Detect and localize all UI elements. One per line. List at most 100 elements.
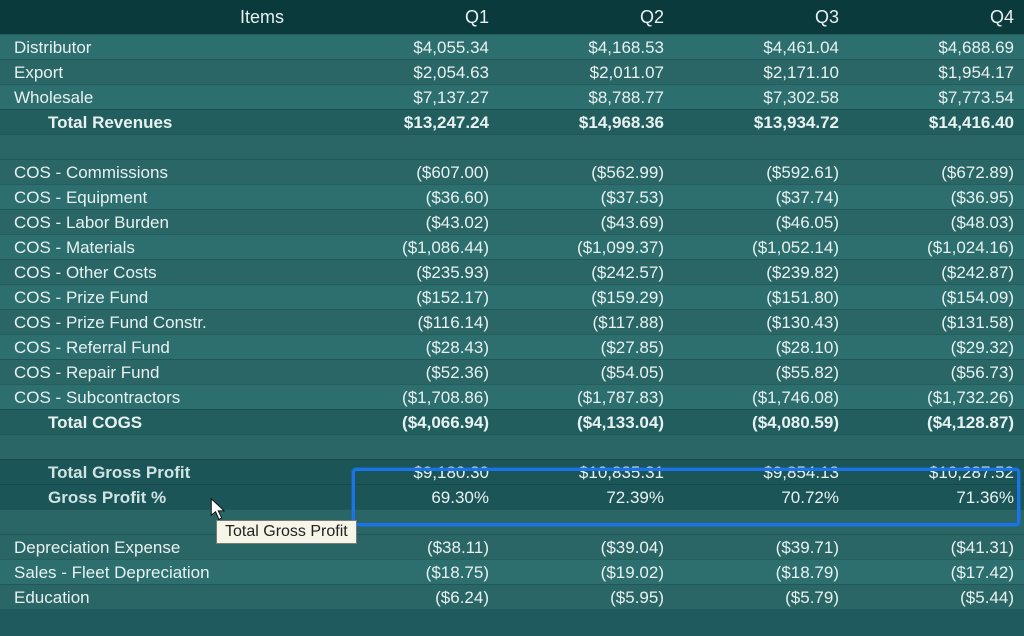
row-value[interactable]: ($37.74) xyxy=(674,184,849,209)
row-value[interactable]: ($4,128.87) xyxy=(849,409,1024,434)
column-header[interactable]: Items xyxy=(0,0,324,34)
row-value[interactable]: ($39.04) xyxy=(499,534,674,559)
row-value[interactable]: ($151.80) xyxy=(674,284,849,309)
row-value[interactable]: ($18.75) xyxy=(324,559,499,584)
row-value[interactable]: ($130.43) xyxy=(674,309,849,334)
row-label[interactable]: Total COGS xyxy=(0,409,324,434)
row-value[interactable]: 70.72% xyxy=(674,484,849,509)
row-value[interactable]: $14,416.40 xyxy=(849,109,1024,134)
row-value[interactable]: ($592.61) xyxy=(674,159,849,184)
row-value[interactable]: ($55.82) xyxy=(674,359,849,384)
row-value[interactable]: ($36.60) xyxy=(324,184,499,209)
row-value[interactable]: ($4,066.94) xyxy=(324,409,499,434)
row-label[interactable]: COS - Materials xyxy=(0,234,324,259)
row-value[interactable]: ($1,732.26) xyxy=(849,384,1024,409)
row-label[interactable]: COS - Commissions xyxy=(0,159,324,184)
row-value[interactable]: $9,180.30 xyxy=(324,459,499,484)
row-value[interactable]: ($5.44) xyxy=(849,584,1024,609)
row-value[interactable]: ($242.57) xyxy=(499,259,674,284)
row-label[interactable]: COS - Equipment xyxy=(0,184,324,209)
row-value[interactable]: ($1,708.86) xyxy=(324,384,499,409)
column-header[interactable]: Q2 xyxy=(499,0,674,34)
row-value[interactable]: ($48.03) xyxy=(849,209,1024,234)
row-value[interactable]: $14,968.36 xyxy=(499,109,674,134)
row-value[interactable]: ($43.69) xyxy=(499,209,674,234)
row-value[interactable]: ($131.58) xyxy=(849,309,1024,334)
row-value[interactable]: ($37.53) xyxy=(499,184,674,209)
row-value[interactable]: ($1,052.14) xyxy=(674,234,849,259)
row-value[interactable]: $2,011.07 xyxy=(499,59,674,84)
row-value[interactable]: ($18.79) xyxy=(674,559,849,584)
row-label[interactable]: COS - Referral Fund xyxy=(0,334,324,359)
row-label[interactable]: Export xyxy=(0,59,324,84)
row-value[interactable]: ($4,080.59) xyxy=(674,409,849,434)
row-value[interactable]: ($56.73) xyxy=(849,359,1024,384)
row-value[interactable]: ($1,787.83) xyxy=(499,384,674,409)
row-value[interactable]: $4,055.34 xyxy=(324,34,499,59)
row-value[interactable]: ($5.95) xyxy=(499,584,674,609)
row-value[interactable]: $13,247.24 xyxy=(324,109,499,134)
row-value[interactable]: ($19.02) xyxy=(499,559,674,584)
row-value[interactable]: 72.39% xyxy=(499,484,674,509)
row-value[interactable]: ($29.32) xyxy=(849,334,1024,359)
row-label[interactable]: Education xyxy=(0,584,324,609)
row-value[interactable]: ($39.71) xyxy=(674,534,849,559)
row-value[interactable]: ($242.87) xyxy=(849,259,1024,284)
row-value[interactable]: 69.30% xyxy=(324,484,499,509)
row-value[interactable]: $9,854.13 xyxy=(674,459,849,484)
row-label[interactable]: COS - Repair Fund xyxy=(0,359,324,384)
row-value[interactable]: $7,302.58 xyxy=(674,84,849,109)
row-value[interactable]: ($17.42) xyxy=(849,559,1024,584)
row-value[interactable]: ($159.29) xyxy=(499,284,674,309)
row-value[interactable]: ($1,746.08) xyxy=(674,384,849,409)
row-value[interactable]: ($6.24) xyxy=(324,584,499,609)
row-value[interactable]: 71.36% xyxy=(849,484,1024,509)
row-value[interactable]: $4,168.53 xyxy=(499,34,674,59)
row-value[interactable]: $2,054.63 xyxy=(324,59,499,84)
row-value[interactable]: $13,934.72 xyxy=(674,109,849,134)
row-value[interactable]: $2,171.10 xyxy=(674,59,849,84)
row-value[interactable]: ($1,086.44) xyxy=(324,234,499,259)
row-label[interactable]: Gross Profit % xyxy=(0,484,324,509)
row-value[interactable]: ($43.02) xyxy=(324,209,499,234)
row-value[interactable]: ($46.05) xyxy=(674,209,849,234)
column-header[interactable]: Q4 xyxy=(849,0,1024,34)
row-value[interactable]: ($52.36) xyxy=(324,359,499,384)
row-value[interactable]: ($5.79) xyxy=(674,584,849,609)
row-value[interactable]: $7,137.27 xyxy=(324,84,499,109)
row-value[interactable]: ($28.10) xyxy=(674,334,849,359)
row-value[interactable]: ($562.99) xyxy=(499,159,674,184)
row-value[interactable]: $4,688.69 xyxy=(849,34,1024,59)
row-value[interactable]: $10,835.31 xyxy=(499,459,674,484)
row-value[interactable]: $1,954.17 xyxy=(849,59,1024,84)
row-label[interactable]: Total Revenues xyxy=(0,109,324,134)
row-value[interactable]: ($116.14) xyxy=(324,309,499,334)
row-label[interactable]: COS - Prize Fund Constr. xyxy=(0,309,324,334)
row-value[interactable]: ($1,024.16) xyxy=(849,234,1024,259)
row-value[interactable]: ($607.00) xyxy=(324,159,499,184)
row-value[interactable]: $10,287.52 xyxy=(849,459,1024,484)
row-value[interactable]: ($28.43) xyxy=(324,334,499,359)
row-label[interactable]: COS - Other Costs xyxy=(0,259,324,284)
row-label[interactable]: COS - Subcontractors xyxy=(0,384,324,409)
row-label[interactable]: Sales - Fleet Depreciation xyxy=(0,559,324,584)
column-header[interactable]: Q1 xyxy=(324,0,499,34)
row-value[interactable]: ($36.95) xyxy=(849,184,1024,209)
row-value[interactable]: ($41.31) xyxy=(849,534,1024,559)
row-value[interactable]: ($672.89) xyxy=(849,159,1024,184)
column-header[interactable]: Q3 xyxy=(674,0,849,34)
row-value[interactable]: ($152.17) xyxy=(324,284,499,309)
row-value[interactable]: ($1,099.37) xyxy=(499,234,674,259)
row-value[interactable]: ($235.93) xyxy=(324,259,499,284)
row-value[interactable]: $7,773.54 xyxy=(849,84,1024,109)
row-value[interactable]: ($4,133.04) xyxy=(499,409,674,434)
row-label[interactable]: COS - Labor Burden xyxy=(0,209,324,234)
row-value[interactable]: ($117.88) xyxy=(499,309,674,334)
row-label[interactable]: COS - Prize Fund xyxy=(0,284,324,309)
row-value[interactable]: ($27.85) xyxy=(499,334,674,359)
row-label[interactable]: Total Gross Profit xyxy=(0,459,324,484)
row-value[interactable]: $4,461.04 xyxy=(674,34,849,59)
row-value[interactable]: ($154.09) xyxy=(849,284,1024,309)
row-value[interactable]: ($239.82) xyxy=(674,259,849,284)
row-label[interactable]: Wholesale xyxy=(0,84,324,109)
